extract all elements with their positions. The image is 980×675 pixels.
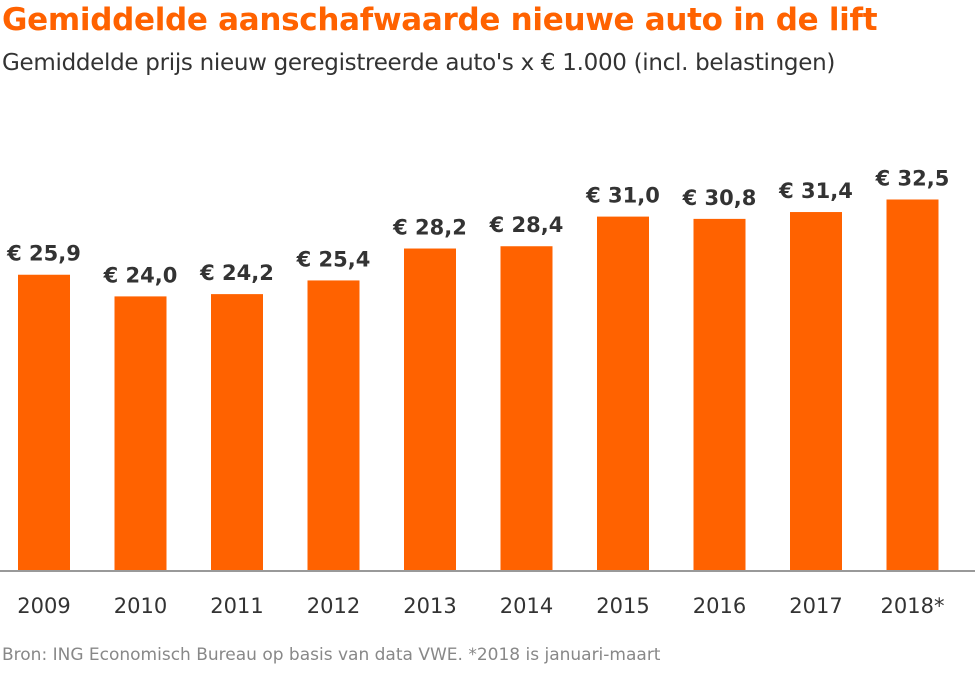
data-label-2015: € 31,0 <box>585 184 660 208</box>
data-label-2011: € 24,2 <box>199 261 274 285</box>
x-tick-label-2010: 2010 <box>114 594 167 618</box>
bar-2010 <box>114 296 167 570</box>
data-labels-group: € 25,9 € 24,0 € 24,2 € 25,4 € 28,2 € 28,4 € 31… <box>6 167 949 288</box>
data-label-2017: € 31,4 <box>778 179 853 203</box>
x-tick-label-2009: 2009 <box>17 594 70 618</box>
bar-2017 <box>790 212 842 571</box>
bar-2018* <box>886 199 939 570</box>
data-label-2013: € 28,2 <box>392 216 467 240</box>
data-label-2012: € 25,4 <box>296 247 371 271</box>
bar-2009 <box>18 274 70 570</box>
data-label-2018*: € 32,5 <box>875 167 950 191</box>
x-tick-labels-group: 2009 2010 2011 2012 2013 2014 2015 2016 2017 2018… <box>17 594 944 618</box>
x-tick-label-2016: 2016 <box>693 594 746 618</box>
bar-2011 <box>211 294 263 570</box>
x-tick-label-2014: 2014 <box>500 594 553 618</box>
data-label-2016: € 30,8 <box>682 186 757 210</box>
x-tick-label-2013: 2013 <box>403 594 456 618</box>
bar-2016 <box>693 218 746 570</box>
data-label-2010: € 24,0 <box>103 263 178 287</box>
chart-subtitle: Gemiddelde prijs nieuw geregistreerde au… <box>2 50 836 76</box>
source-note: Bron: ING Economisch Bureau op basis van… <box>2 645 661 665</box>
bar-2014 <box>500 246 553 571</box>
x-tick-label-2018*: 2018* <box>881 594 945 618</box>
chart-title: Gemiddelde aanschafwaarde nieuwe auto in… <box>2 2 878 38</box>
bars-group <box>18 199 939 571</box>
x-tick-label-2015: 2015 <box>596 594 649 618</box>
bar-2013 <box>404 248 456 570</box>
data-label-2014: € 28,4 <box>489 213 564 237</box>
x-tick-label-2012: 2012 <box>307 594 360 618</box>
data-label-2009: € 25,9 <box>6 242 81 266</box>
x-tick-label-2011: 2011 <box>210 594 263 618</box>
x-tick-label-2017: 2017 <box>789 594 842 618</box>
bar-2015 <box>597 216 649 570</box>
bar-2012 <box>307 280 360 570</box>
